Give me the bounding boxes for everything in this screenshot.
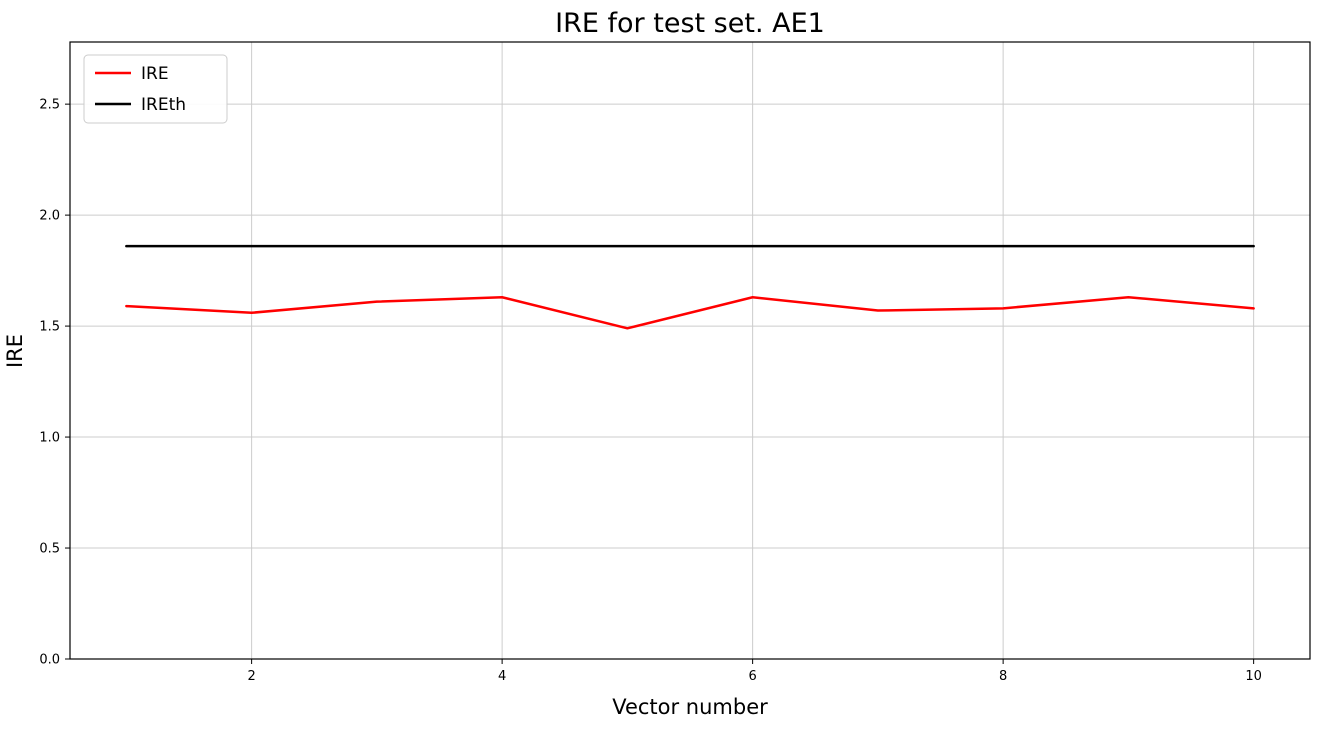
legend-label-ire: IRE <box>141 64 169 84</box>
chart-title: IRE for test set. AE1 <box>555 8 825 39</box>
y-tick-label: 1.0 <box>39 431 60 446</box>
y-tick-label: 0.0 <box>39 653 60 668</box>
x-tick-label: 4 <box>498 669 506 684</box>
y-tick-label: 2.5 <box>39 98 60 113</box>
axes-border <box>69 41 1311 660</box>
x-tick-label: 6 <box>748 669 756 684</box>
x-tick-label: 10 <box>1245 669 1262 684</box>
y-tick-label: 2.0 <box>39 209 60 224</box>
series-line-ire <box>125 295 1255 330</box>
legend-label-ireth: IREth <box>141 95 186 115</box>
plot-area: 2 4 6 8 10 0.0 0.5 1.0 1.5 2.0 2.5 IRE IREth <box>39 41 1311 684</box>
x-tick-label: 8 <box>999 669 1007 684</box>
y-tick-label: 1.5 <box>39 320 60 335</box>
x-axis-label: Vector number <box>612 695 768 719</box>
y-axis-label: IRE <box>3 334 27 368</box>
x-tick-label: 2 <box>247 669 255 684</box>
y-tick-label: 0.5 <box>39 542 60 557</box>
